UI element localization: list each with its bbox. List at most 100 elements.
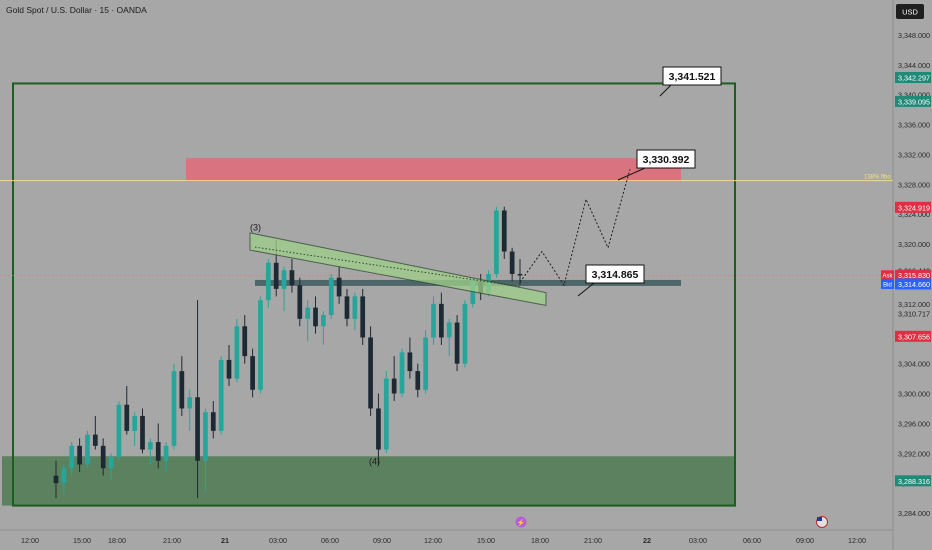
candle-body <box>281 270 287 289</box>
svg-text:⚡: ⚡ <box>517 518 526 527</box>
candle-body <box>77 445 82 465</box>
callout-pointer <box>617 167 646 181</box>
channel-midline <box>254 246 521 288</box>
x-tick-label: 15:00 <box>73 536 91 545</box>
candle-body <box>116 404 122 458</box>
callout-box <box>636 149 696 169</box>
candle-body <box>69 445 75 469</box>
price-tag-box <box>895 269 931 281</box>
candle-body <box>132 415 138 431</box>
price-tag-box <box>895 278 931 290</box>
x-tick-label: 03:00 <box>689 536 707 545</box>
currency-button[interactable]: USD <box>896 4 924 19</box>
x-tick-label: 18:00 <box>531 536 549 545</box>
callout-label-1: 3,341.521 <box>669 71 716 83</box>
fib-label: 138% fibo <box>864 175 891 181</box>
price-tag-box <box>895 95 931 107</box>
candle-body <box>321 315 326 327</box>
price-tag-label: 3,339.095 <box>898 97 930 106</box>
price-tag-label: 3,314.660 <box>898 280 930 289</box>
price-tag-label: 3,288.316 <box>898 477 930 486</box>
demand-zone <box>2 456 735 506</box>
candle-body <box>258 300 263 390</box>
candle-body <box>305 307 311 319</box>
candle-body <box>100 445 106 469</box>
candle-body <box>509 251 515 274</box>
candle-body <box>423 337 428 390</box>
price-tag-box <box>895 71 931 83</box>
price-tag-label: 3,324.919 <box>898 203 930 212</box>
y-tick-label: 3,336.000 <box>898 121 930 130</box>
candle-body <box>336 277 342 297</box>
callout-label-2: 3,330.392 <box>643 154 690 166</box>
price-tag-box <box>895 475 931 487</box>
candle-body <box>273 262 279 289</box>
candle-body <box>53 475 59 484</box>
candle-body <box>297 285 303 319</box>
y-tick-label: 3,284.000 <box>898 509 930 518</box>
events-flag-icon[interactable]: ⚡ <box>515 516 527 528</box>
price-tag-label: 3,307.656 <box>898 332 930 341</box>
us-flag-icon[interactable] <box>816 516 828 528</box>
supply-zone <box>186 158 681 182</box>
callout-box <box>585 264 645 284</box>
overlays-layer: (3) (4) 3,341.521 3,330.392 3,314.865 <box>249 66 722 466</box>
time-axis[interactable]: 12:00 15:00 18:00 21:00 21 03:00 06:00 09:00 12:… <box>21 536 866 545</box>
y-tick-label: 3,348.000 <box>898 31 930 40</box>
candles-layer <box>53 206 523 499</box>
candle-body <box>328 277 334 316</box>
candle-body <box>344 296 350 319</box>
x-tick-label: 06:00 <box>743 536 761 545</box>
candle-body <box>360 296 366 338</box>
candle-body <box>289 270 295 286</box>
x-tick-label: 21:00 <box>584 536 602 545</box>
candle-body <box>501 210 507 252</box>
y-tick-label: 3,344.000 <box>898 61 930 70</box>
candle-body <box>195 397 200 461</box>
projection-path <box>519 169 631 287</box>
candle-body <box>242 326 248 357</box>
y-tick-label: 3,332.000 <box>898 150 930 159</box>
y-tick-label: 3,304.000 <box>898 360 930 369</box>
price-tag-label: 3,315.830 <box>898 271 930 280</box>
candle-body <box>108 457 114 469</box>
x-tick-label: 12:00 <box>21 536 39 545</box>
candle-body <box>494 210 499 274</box>
callout-box <box>662 66 722 86</box>
descending-channel <box>249 232 547 306</box>
x-tick-label: 09:00 <box>796 536 814 545</box>
candle-body <box>250 356 255 390</box>
x-tick-label: 18:00 <box>108 536 126 545</box>
candle-body <box>352 296 358 319</box>
candle-body <box>438 303 444 338</box>
candle-body <box>399 352 405 394</box>
price-tag-label: 3,310.717 <box>898 309 930 318</box>
callout-label-3: 3,314.865 <box>592 269 639 281</box>
y-tick-label: 3,324.000 <box>898 210 930 219</box>
x-tick-label: 03:00 <box>269 536 287 545</box>
wave-label-3: (3) <box>250 223 261 233</box>
price-tag-label: 3,342.297 <box>898 73 930 82</box>
x-tick-label: 15:00 <box>477 536 495 545</box>
candle-body <box>210 412 216 431</box>
candle-body <box>313 307 318 327</box>
candle-body <box>265 262 271 301</box>
candle-body <box>124 404 130 431</box>
symbol-title: Gold Spot / U.S. Dollar · 15 · OANDA <box>6 5 147 15</box>
x-tick-label: 21 <box>221 536 229 545</box>
y-tick-label: 3,312.000 <box>898 300 930 309</box>
currency-label: USD <box>902 8 918 17</box>
price-tag-box <box>895 201 931 213</box>
wave-label-4: (4) <box>369 456 380 466</box>
x-tick-label: 12:00 <box>848 536 866 545</box>
candle-body <box>92 434 98 446</box>
x-tick-label: 06:00 <box>321 536 339 545</box>
candle-body <box>234 326 240 379</box>
candle-body <box>376 408 381 450</box>
y-tick-label: 3,296.000 <box>898 419 930 428</box>
x-tick-label: 22 <box>643 536 651 545</box>
range-frame <box>12 82 736 507</box>
candle-body <box>203 412 208 461</box>
candle-body <box>368 337 373 409</box>
